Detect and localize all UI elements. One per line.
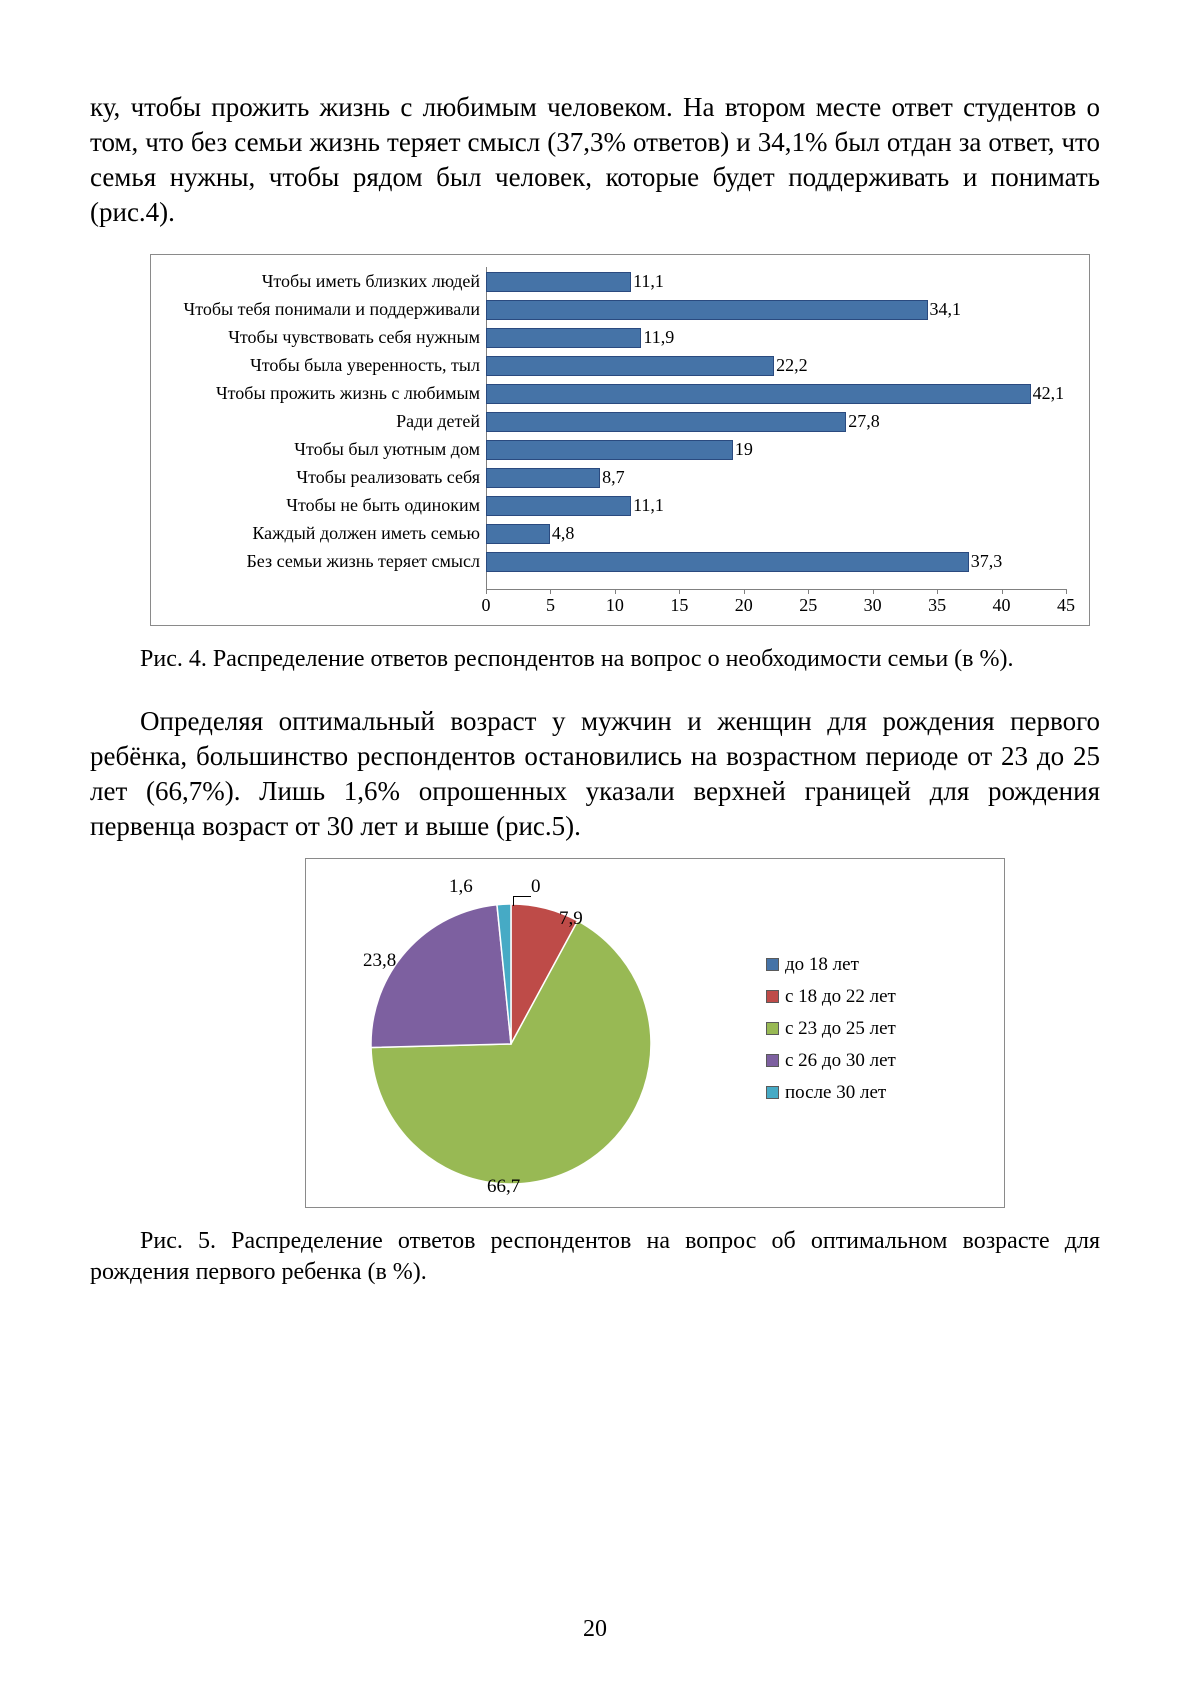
- legend-label: с 18 до 22 лет: [785, 986, 896, 1008]
- bar-category-label: Чтобы не быть одиноким: [151, 495, 486, 516]
- x-tick-label: 35: [928, 595, 946, 616]
- legend-item: с 26 до 30 лет: [766, 1045, 896, 1077]
- bar: [486, 440, 733, 460]
- bar-value-label: 11,1: [633, 270, 664, 292]
- pie-slice: [371, 905, 511, 1048]
- x-tick-label: 20: [735, 595, 753, 616]
- bar-row: Чтобы чувствовать себя нужным 11,9: [151, 323, 1089, 351]
- bar-row: Чтобы прожить жизнь с любимым 42,1: [151, 379, 1089, 407]
- bar: [486, 552, 969, 572]
- bar: [486, 524, 550, 544]
- bar: [486, 300, 928, 320]
- bar-category-label: Каждый должен иметь семью: [151, 523, 486, 544]
- pie-value-label: 0: [531, 876, 541, 898]
- bar-category-label: Чтобы чувствовать себя нужным: [151, 327, 486, 348]
- bar-value-label: 22,2: [776, 354, 808, 376]
- x-tick-label: 10: [606, 595, 624, 616]
- bar-value-label: 37,3: [971, 550, 1003, 572]
- bar-row: Чтобы иметь близких людей 11,1: [151, 267, 1089, 295]
- bar-row: Чтобы не быть одиноким 11,1: [151, 491, 1089, 519]
- bar: [486, 356, 774, 376]
- legend-label: с 23 до 25 лет: [785, 1018, 896, 1040]
- x-tick-label: 25: [799, 595, 817, 616]
- bar-category-label: Чтобы была уверенность, тыл: [151, 355, 486, 376]
- legend-item: после 30 лет: [766, 1077, 896, 1109]
- caption-fig5: Рис. 5. Распределение ответов респондент…: [90, 1226, 1100, 1288]
- legend-label: с 26 до 30 лет: [785, 1050, 896, 1072]
- legend-label: до 18 лет: [785, 954, 859, 976]
- caption-fig4: Рис. 4. Распределение ответов респондент…: [90, 644, 1100, 675]
- bar-chart-fig4: Чтобы иметь близких людей 11,1 Чтобы тебя …: [150, 254, 1090, 626]
- bar-category-label: Чтобы прожить жизнь с любимым: [151, 383, 486, 404]
- bar-value-label: 27,8: [848, 410, 880, 432]
- bar: [486, 496, 631, 516]
- legend-swatch: [766, 1022, 779, 1035]
- x-tick-label: 45: [1057, 595, 1075, 616]
- bar-row: Каждый должен иметь семью 4,8: [151, 519, 1089, 547]
- bar-value-label: 19: [735, 438, 753, 460]
- legend-swatch: [766, 1086, 779, 1099]
- bar-category-label: Чтобы тебя понимали и поддерживали: [151, 299, 486, 320]
- legend-swatch: [766, 1054, 779, 1067]
- paragraph-1: ку, чтобы прожить жизнь с любимым челове…: [90, 90, 1100, 230]
- bar-value-label: 11,1: [633, 494, 664, 516]
- bar-category-label: Без семьи жизнь теряет смысл: [151, 551, 486, 572]
- bar: [486, 384, 1031, 404]
- page-number: 20: [0, 1616, 1190, 1643]
- bar: [486, 468, 600, 488]
- legend-item: до 18 лет: [766, 949, 896, 981]
- document-page: ку, чтобы прожить жизнь с любимым челове…: [0, 0, 1190, 1683]
- pie-value-label: 1,6: [449, 876, 473, 898]
- bar-value-label: 8,7: [602, 466, 625, 488]
- paragraph-2: Определяя оптимальный возраст у мужчин и…: [90, 704, 1100, 844]
- pie-value-label: 66,7: [487, 1176, 520, 1198]
- bar-category-label: Чтобы был уютным дом: [151, 439, 486, 460]
- pie-chart-fig5: до 18 лет с 18 до 22 лет с 23 до 25 лет с 2…: [305, 858, 1005, 1208]
- x-tick-label: 0: [482, 595, 491, 616]
- x-tick-label: 15: [670, 595, 688, 616]
- legend-label: после 30 лет: [785, 1082, 886, 1104]
- bar-value-label: 42,1: [1033, 382, 1065, 404]
- x-tick-label: 30: [864, 595, 882, 616]
- pie-legend: до 18 лет с 18 до 22 лет с 23 до 25 лет с 2…: [766, 949, 896, 1109]
- bar-row: Без семьи жизнь теряет смысл 37,3: [151, 547, 1089, 575]
- bar-row: Ради детей 27,8: [151, 407, 1089, 435]
- bar: [486, 328, 641, 348]
- pie-value-label: 7,9: [559, 908, 583, 930]
- bar-category-label: Чтобы иметь близких людей: [151, 271, 486, 292]
- bar-row: Чтобы была уверенность, тыл 22,2: [151, 351, 1089, 379]
- legend-swatch: [766, 990, 779, 1003]
- bar-value-label: 11,9: [643, 326, 674, 348]
- bar-value-label: 4,8: [552, 522, 575, 544]
- bar-row: Чтобы тебя понимали и поддерживали 34,1: [151, 295, 1089, 323]
- bar: [486, 412, 846, 432]
- bar-category-label: Ради детей: [151, 411, 486, 432]
- x-tick-label: 40: [993, 595, 1011, 616]
- pie-svg: [361, 894, 661, 1194]
- bar-row: Чтобы был уютным дом 19: [151, 435, 1089, 463]
- bar-category-label: Чтобы реализовать себя: [151, 467, 486, 488]
- legend-item: с 18 до 22 лет: [766, 981, 896, 1013]
- bar-row: Чтобы реализовать себя 8,7: [151, 463, 1089, 491]
- bar-value-label: 34,1: [930, 298, 962, 320]
- x-tick-label: 5: [546, 595, 555, 616]
- legend-swatch: [766, 958, 779, 971]
- bar: [486, 272, 631, 292]
- legend-item: с 23 до 25 лет: [766, 1013, 896, 1045]
- pie-value-label: 23,8: [363, 950, 396, 972]
